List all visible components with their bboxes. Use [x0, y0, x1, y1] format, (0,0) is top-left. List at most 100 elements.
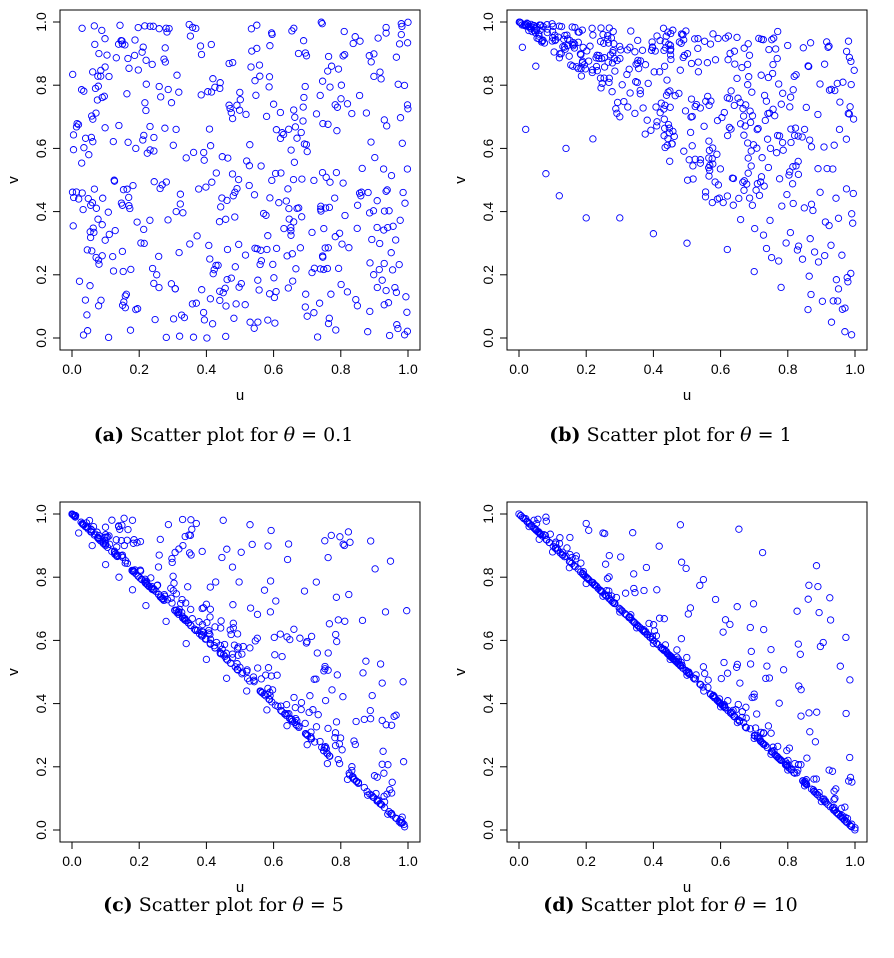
data-point — [229, 58, 237, 67]
y-tick-label: 0.4 — [480, 202, 496, 222]
data-point — [317, 18, 325, 26]
data-point — [142, 80, 150, 88]
data-point — [800, 204, 808, 212]
data-point — [682, 667, 690, 675]
data-point — [325, 752, 333, 760]
data-point — [377, 75, 385, 83]
data-point — [303, 731, 311, 739]
data-point — [132, 144, 140, 153]
data-point — [120, 541, 128, 550]
data-point — [661, 124, 669, 132]
data-point — [155, 25, 163, 33]
data-point — [530, 26, 539, 35]
data-point — [87, 201, 95, 209]
data-point — [175, 545, 183, 553]
data-point — [604, 32, 612, 40]
data-point — [278, 652, 286, 661]
y-tick-label: 0.8 — [33, 75, 49, 95]
data-point — [783, 190, 791, 199]
data-point — [290, 693, 298, 702]
data-point — [604, 35, 612, 44]
data-point — [247, 25, 256, 33]
data-point — [349, 39, 357, 48]
data-point — [847, 80, 855, 89]
data-point — [378, 679, 386, 687]
data-point — [653, 122, 661, 130]
data-point — [118, 521, 126, 529]
data-point — [797, 761, 805, 769]
data-point — [649, 230, 658, 238]
data-point — [81, 134, 90, 142]
data-point — [618, 81, 626, 89]
data-point — [387, 721, 396, 729]
data-point — [279, 130, 288, 139]
data-point — [324, 724, 332, 733]
data-point — [566, 550, 574, 559]
data-point — [661, 38, 669, 46]
data-point — [809, 786, 818, 794]
data-point — [205, 241, 213, 250]
data-point — [790, 768, 798, 777]
data-point — [839, 78, 847, 86]
data-point — [345, 590, 353, 599]
data-point — [842, 185, 851, 193]
data-point — [87, 525, 95, 533]
data-point — [334, 755, 342, 764]
data-point — [653, 586, 661, 594]
x-tick-label: 1.0 — [845, 853, 865, 869]
data-point — [806, 728, 814, 736]
data-point — [583, 47, 591, 55]
data-point — [302, 52, 311, 60]
data-point — [655, 542, 663, 550]
data-point — [581, 65, 590, 73]
scatter-plot-a: 0.0 0.2 0.4 0.6 0.8 1.0 0.0 0.2 0.4 0.6 0.8 1.0 u v — [5, 9, 421, 404]
data-point — [670, 132, 678, 141]
data-point — [401, 199, 409, 207]
data-point — [351, 33, 359, 41]
data-point — [243, 157, 251, 165]
data-point — [711, 595, 720, 604]
data-point — [736, 120, 745, 128]
data-point — [131, 36, 139, 44]
data-point — [819, 638, 827, 647]
data-point — [272, 126, 281, 134]
data-point — [800, 778, 808, 786]
data-point — [175, 88, 183, 96]
data-point — [781, 758, 790, 766]
data-point — [800, 125, 809, 134]
data-point — [751, 724, 760, 732]
data-point — [360, 783, 368, 792]
data-point — [630, 584, 638, 593]
data-point — [323, 750, 332, 758]
data-point — [786, 93, 795, 101]
data-point — [324, 649, 332, 657]
data-point — [189, 148, 198, 157]
data-point — [319, 119, 327, 128]
data-point — [234, 175, 243, 184]
data-point — [153, 271, 161, 279]
data-point — [671, 92, 679, 100]
data-point — [664, 28, 672, 36]
data-point — [661, 143, 669, 152]
data-point — [580, 61, 589, 69]
data-point — [383, 122, 391, 130]
data-point — [86, 233, 95, 242]
data-point — [320, 743, 329, 752]
data-point — [723, 131, 732, 140]
data-point — [355, 91, 364, 100]
data-point — [172, 606, 181, 614]
data-point — [720, 658, 728, 667]
data-point — [324, 67, 332, 75]
data-point — [198, 604, 206, 613]
caption-text: Scatter plot for — [138, 894, 287, 916]
data-point — [192, 299, 200, 307]
data-point — [128, 516, 137, 524]
data-point — [374, 34, 382, 42]
data-point — [842, 47, 851, 56]
data-point — [212, 169, 220, 177]
data-point — [778, 138, 787, 147]
data-point — [715, 698, 723, 707]
data-point — [764, 109, 772, 118]
data-point — [298, 175, 306, 183]
data-point — [807, 290, 815, 299]
